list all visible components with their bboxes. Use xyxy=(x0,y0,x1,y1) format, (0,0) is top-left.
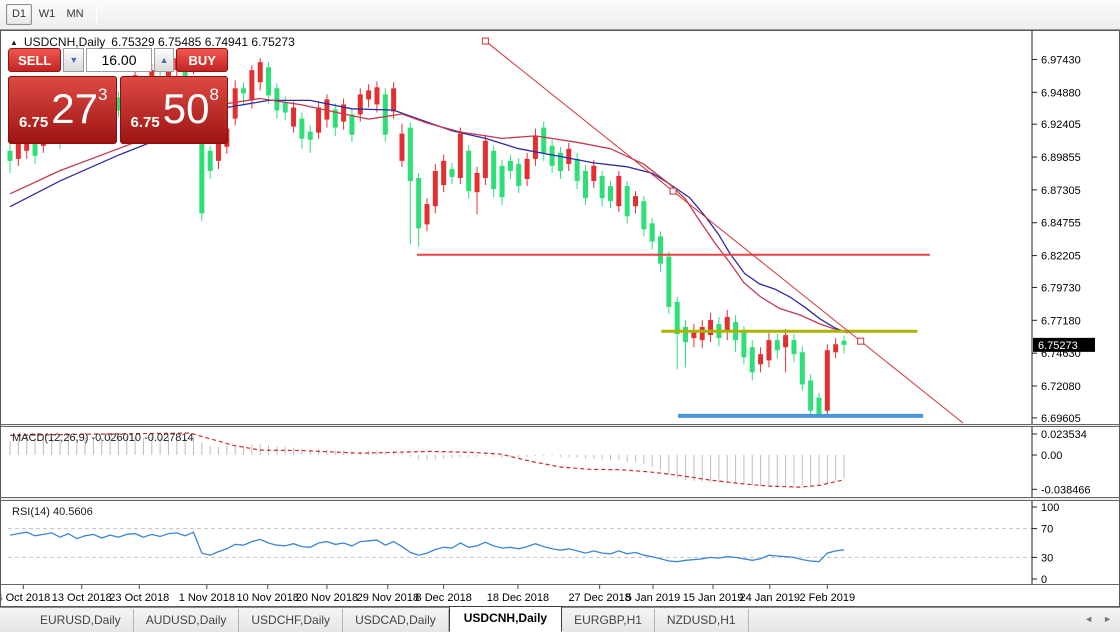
date-label: 27 Dec 2018 xyxy=(568,592,630,604)
chart-title-bar: ▲ USDCNH,Daily 6.75329 6.75485 6.74941 6… xyxy=(10,35,295,49)
macd-signal-line xyxy=(9,432,845,488)
sell-button[interactable]: SELL xyxy=(8,48,62,72)
axis-tick-label: 0.023534 xyxy=(1041,429,1087,441)
tab-nzdusd-h1[interactable]: NZDUSD,H1 xyxy=(655,609,749,632)
buy-price-main: 50 xyxy=(162,85,210,132)
axis-tick-label: 6.82205 xyxy=(1041,251,1081,263)
timeframe-button-w1[interactable]: W1 xyxy=(38,8,56,20)
toolbar-separator xyxy=(96,4,97,25)
collapse-panel-icon[interactable]: ▲ xyxy=(10,37,18,47)
date-label: 4 Oct 2018 xyxy=(0,592,50,604)
ma-slow-line xyxy=(9,99,848,334)
moving-averages xyxy=(9,97,848,334)
horizontal-level-lines[interactable] xyxy=(416,253,930,418)
axis-tick-label: 100 xyxy=(1041,502,1059,514)
timeframe-button-mn[interactable]: MN xyxy=(66,8,84,20)
trendline-handle[interactable] xyxy=(481,37,489,45)
axis-tick-label: 30 xyxy=(1041,552,1053,564)
date-label: 29 Nov 2018 xyxy=(357,592,419,604)
buy-button[interactable]: BUY xyxy=(176,48,228,72)
axis-tick-label: 0.00 xyxy=(1041,450,1062,462)
svg-text:6.75273: 6.75273 xyxy=(1038,340,1078,352)
sell-price-prefix: 6.75 xyxy=(19,114,49,131)
tab-scroll-left-icon[interactable]: ◄ xyxy=(1084,614,1094,624)
current-price-tag xyxy=(1033,337,1095,352)
axis-tick-label: 70 xyxy=(1041,524,1053,536)
tab-eurgbp-h1[interactable]: EURGBP,H1 xyxy=(562,609,655,632)
one-click-trading-panel: SELL ▼ 16.00 ▲ BUY 6.75 27 3 6.75 50 8 xyxy=(8,48,228,144)
trendline-object[interactable] xyxy=(481,37,964,424)
axis-tick-label: 6.84755 xyxy=(1041,218,1081,230)
volume-decrease-button[interactable]: ▼ xyxy=(63,48,85,72)
price-axis[interactable]: 6.97430 6.94880 6.92405 6.89855 6.87305 6.847… xyxy=(1031,31,1095,586)
date-label: 18 Dec 2018 xyxy=(487,592,549,604)
trendline-handle[interactable] xyxy=(669,187,677,195)
axis-tick-label: 6.92405 xyxy=(1041,119,1081,131)
tab-eurusd-daily[interactable]: EURUSD,Daily xyxy=(28,609,134,632)
tab-scroll-right-icon[interactable]: ► xyxy=(1103,614,1112,624)
date-label: 2 Feb 2019 xyxy=(799,592,855,604)
axis-tick-label: 6.94880 xyxy=(1041,87,1081,99)
date-label: 10 Nov 2018 xyxy=(237,592,299,604)
axis-tick-label: 0 xyxy=(1041,574,1047,586)
axis-tick-label: 6.87305 xyxy=(1041,185,1081,197)
buy-price-button[interactable]: 6.75 50 8 xyxy=(119,76,228,144)
date-label: 20 Nov 2018 xyxy=(296,592,358,604)
pane-borders xyxy=(0,30,1120,607)
date-label: 15 Jan 2019 xyxy=(683,592,744,604)
date-label: 23 Oct 2018 xyxy=(109,592,169,604)
rsi-indicator-pane: RSI(14) 40.5606 xyxy=(8,506,1032,563)
axis-tick-label: 6.72080 xyxy=(1041,381,1081,393)
tab-audusd-daily[interactable]: AUDUSD,Daily xyxy=(134,609,240,632)
macd-indicator-pane: MACD(12,26,9) -0.026010 -0.027814 xyxy=(9,432,845,488)
chart-window: MACD(12,26,9) -0.026010 -0.027814 RSI(14)… xyxy=(0,30,1120,607)
sell-price-button[interactable]: 6.75 27 3 xyxy=(8,76,117,144)
date-label: 1 Nov 2018 xyxy=(179,592,235,604)
buy-price-pips: 8 xyxy=(209,85,219,104)
volume-input[interactable]: 16.00 xyxy=(86,48,152,72)
macd-label: MACD(12,26,9) -0.026010 -0.027814 xyxy=(12,432,194,444)
rsi-line xyxy=(9,531,845,563)
date-label: 24 Jan 2019 xyxy=(739,592,800,604)
axis-tick-label: -0.038466 xyxy=(1041,484,1091,496)
timeframe-button-d1[interactable]: D1 xyxy=(6,4,32,25)
rsi-label: RSI(14) 40.5606 xyxy=(12,506,93,518)
trendline-handle[interactable] xyxy=(857,337,865,345)
tab-usdcad-daily[interactable]: USDCAD,Daily xyxy=(343,609,449,632)
axis-tick-label: 6.69605 xyxy=(1041,413,1081,425)
sell-price-pips: 3 xyxy=(97,85,108,104)
date-label: 13 Oct 2018 xyxy=(52,592,112,604)
ma-fast-line xyxy=(9,97,848,334)
symbol-tab-bar: EURUSD,Daily AUDUSD,Daily USDCHF,Daily USDC… xyxy=(0,606,1120,632)
tab-usdcnh-daily[interactable]: USDCNH,Daily xyxy=(448,606,563,632)
tab-usdchf-daily[interactable]: USDCHF,Daily xyxy=(239,609,344,632)
chart-ohlc-values: 6.75329 6.75485 6.74941 6.75273 xyxy=(111,35,295,49)
date-label: 8 Dec 2018 xyxy=(416,592,472,604)
axis-tick-label: 6.97430 xyxy=(1041,54,1081,66)
axis-tick-label: 6.77180 xyxy=(1041,315,1081,327)
chart-symbol-label: USDCNH,Daily xyxy=(23,35,106,49)
volume-increase-button[interactable]: ▲ xyxy=(153,48,175,72)
sell-price-main: 27 xyxy=(51,85,98,132)
axis-tick-label: 6.89855 xyxy=(1041,152,1081,164)
axis-tick-label: 6.79730 xyxy=(1041,282,1081,294)
date-label: 5 Jan 2019 xyxy=(626,592,680,604)
buy-price-prefix: 6.75 xyxy=(130,114,160,131)
timeframe-toolbar: D1 W1 MN xyxy=(0,0,1120,30)
